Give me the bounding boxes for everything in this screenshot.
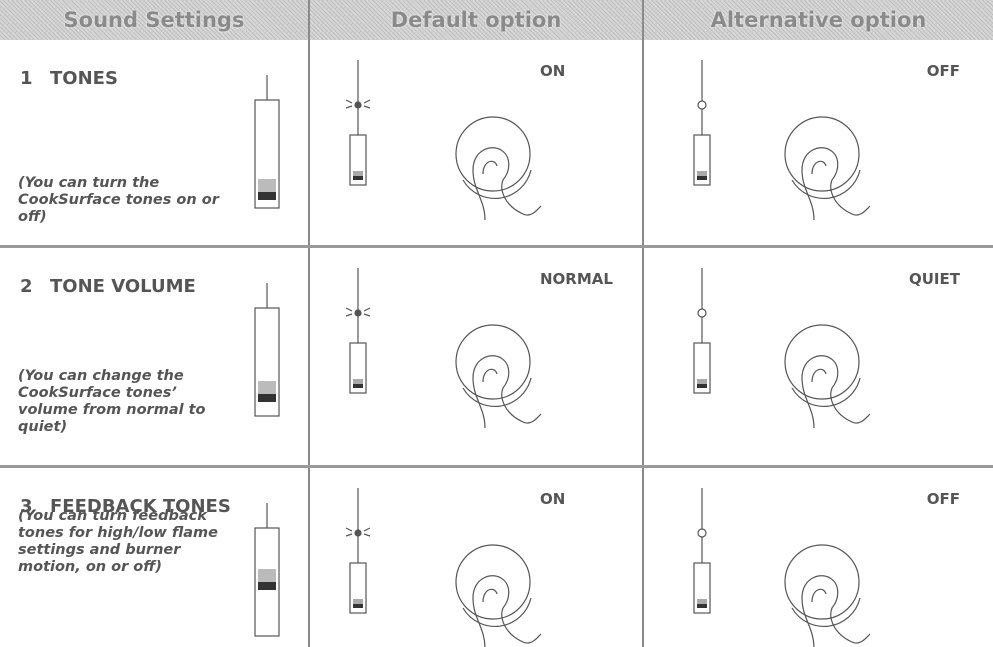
row-divider bbox=[0, 465, 993, 468]
slider-off-icon bbox=[693, 60, 711, 186]
slider-icon bbox=[254, 283, 280, 417]
row-description: (You can change the CookSurface tones’ v… bbox=[18, 368, 206, 435]
row-divider bbox=[0, 245, 993, 248]
row-number: 2 bbox=[20, 276, 33, 297]
slider-off-icon bbox=[693, 488, 711, 614]
col-divider bbox=[642, 0, 644, 647]
default-option: ON bbox=[540, 490, 566, 508]
alternative-option: OFF bbox=[926, 62, 960, 80]
slider-on-icon bbox=[345, 268, 371, 394]
row-name: TONE VOLUME bbox=[50, 276, 196, 297]
slider-icon bbox=[254, 75, 280, 209]
slider-icon bbox=[254, 503, 280, 637]
slider-on-icon bbox=[345, 60, 371, 186]
default-option: NORMAL bbox=[540, 270, 613, 288]
row-name: FEEDBACK TONES bbox=[50, 496, 231, 517]
col-divider bbox=[308, 0, 310, 647]
header-cell: Sound Settings bbox=[0, 0, 308, 40]
slider-on-icon bbox=[345, 488, 371, 614]
default-option: ON bbox=[540, 62, 566, 80]
hand-icon bbox=[784, 116, 871, 221]
alternative-option: OFF bbox=[926, 490, 960, 508]
row-name: TONES bbox=[50, 68, 118, 89]
hand-icon bbox=[455, 544, 542, 647]
header-cell: Alternative option bbox=[644, 0, 993, 40]
alternative-option: QUIET bbox=[909, 270, 960, 288]
hand-icon bbox=[784, 324, 871, 429]
header-cell: Default option bbox=[310, 0, 642, 40]
hand-icon bbox=[455, 324, 542, 429]
row-number: 3 bbox=[20, 496, 33, 517]
slider-off-icon bbox=[693, 268, 711, 394]
hand-icon bbox=[784, 544, 871, 647]
hand-icon bbox=[455, 116, 542, 221]
row-description: (You can turn the CookSurface tones on o… bbox=[18, 175, 219, 225]
row-number: 1 bbox=[20, 68, 33, 89]
row-description: (You can turn feedback tones for high/lo… bbox=[18, 508, 219, 575]
